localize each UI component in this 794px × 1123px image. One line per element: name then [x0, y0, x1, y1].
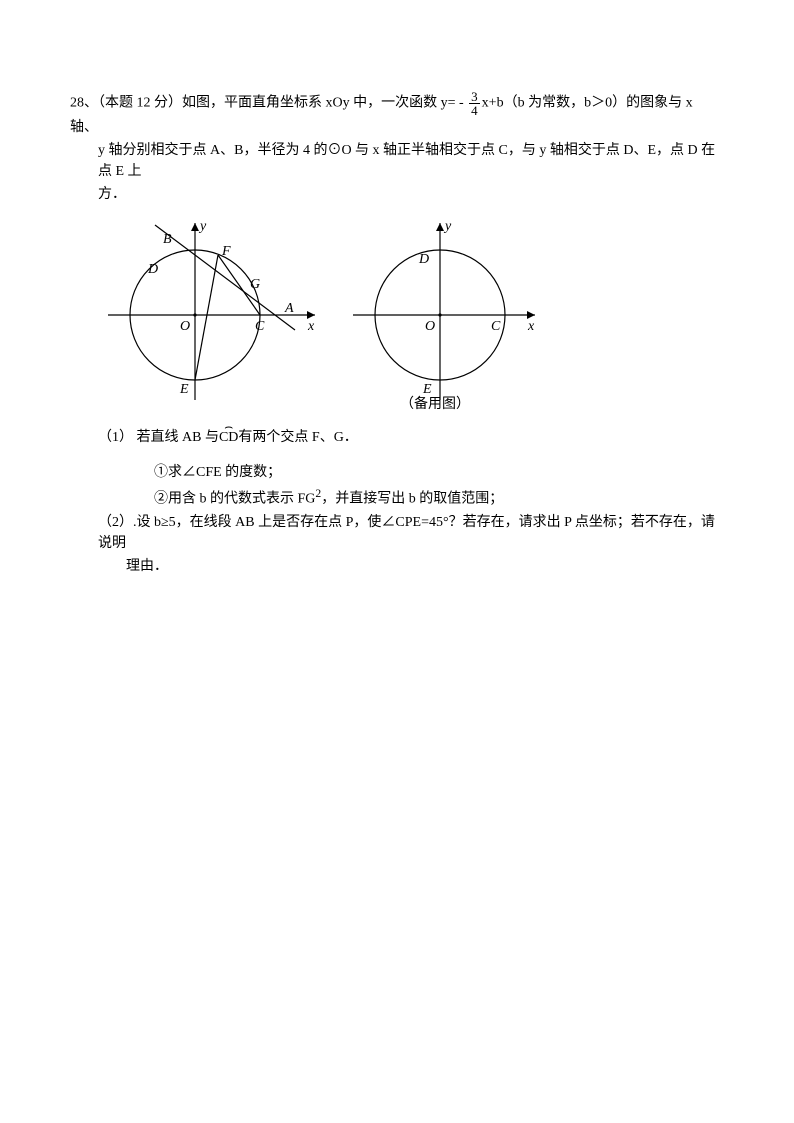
label2-y: y [443, 219, 452, 234]
label-G: G [250, 277, 260, 292]
label-D: D [147, 262, 158, 277]
figure2-caption: （备用图） [400, 395, 470, 410]
q1-label: （1） [98, 430, 133, 445]
label2-E: E [422, 382, 432, 397]
geometry-figures: y B F D G A O C x E [100, 215, 540, 410]
figure-1: y B F D G A O C x E [108, 219, 315, 400]
label-A: A [284, 301, 294, 316]
question-1: （1） 若直线 AB 与CD有两个交点 F、G． [70, 427, 724, 448]
label-F: F [221, 244, 231, 259]
q2-text: .设 b≥5，在线段 AB 上是否存在点 P，使∠CPE=45°？若存在，请求出… [98, 515, 715, 551]
q2-label: （2） [98, 515, 133, 530]
label-B: B [163, 232, 172, 247]
label-C: C [255, 319, 265, 334]
fraction: 34 [469, 90, 480, 117]
label2-C: C [491, 319, 501, 334]
label-x: x [307, 319, 315, 334]
label2-D: D [418, 252, 429, 267]
intro-part1: 如图，平面直角坐标系 xOy 中，一次函数 y= - [182, 96, 467, 111]
q1-text-b: 有两个交点 F、G． [238, 430, 357, 445]
label-E: E [179, 382, 189, 397]
intro-line3: 方． [70, 184, 724, 205]
label2-O: O [425, 319, 435, 334]
label2-x: x [527, 319, 535, 334]
q1-sub1: ①求∠CFE 的度数； [70, 462, 724, 483]
question-2: （2）.设 b≥5，在线段 AB 上是否存在点 P，使∠CPE=45°？若存在，… [70, 512, 724, 554]
intro-line2: y 轴分别相交于点 A、B，半径为 4 的⊙O 与 x 轴正半轴相交于点 C，与… [70, 140, 724, 182]
q1-sub2-b: ，并直接写出 b 的取值范围； [321, 492, 503, 507]
q1-text-a: 若直线 AB 与 [137, 430, 219, 445]
label-y: y [198, 219, 207, 234]
frac-denominator: 4 [469, 104, 480, 117]
problem-statement: 28、（本题 12 分）如图，平面直角坐标系 xOy 中，一次函数 y= - 3… [70, 90, 724, 138]
figures-row: y B F D G A O C x E [100, 215, 724, 417]
frac-numerator: 3 [469, 90, 480, 104]
q2-text2: 理由． [70, 556, 724, 577]
arc-cd: CD [219, 427, 238, 448]
q1-sub2-a: ②用含 b 的代数式表示 FG [154, 492, 315, 507]
problem-number: 28、 [70, 96, 98, 111]
q1-sub2: ②用含 b 的代数式表示 FG2，并直接写出 b 的取值范围； [70, 485, 724, 510]
label-O: O [180, 319, 190, 334]
figure-2: y D O C x E （备用图） [353, 219, 535, 410]
problem-points: （本题 12 分） [98, 96, 182, 111]
